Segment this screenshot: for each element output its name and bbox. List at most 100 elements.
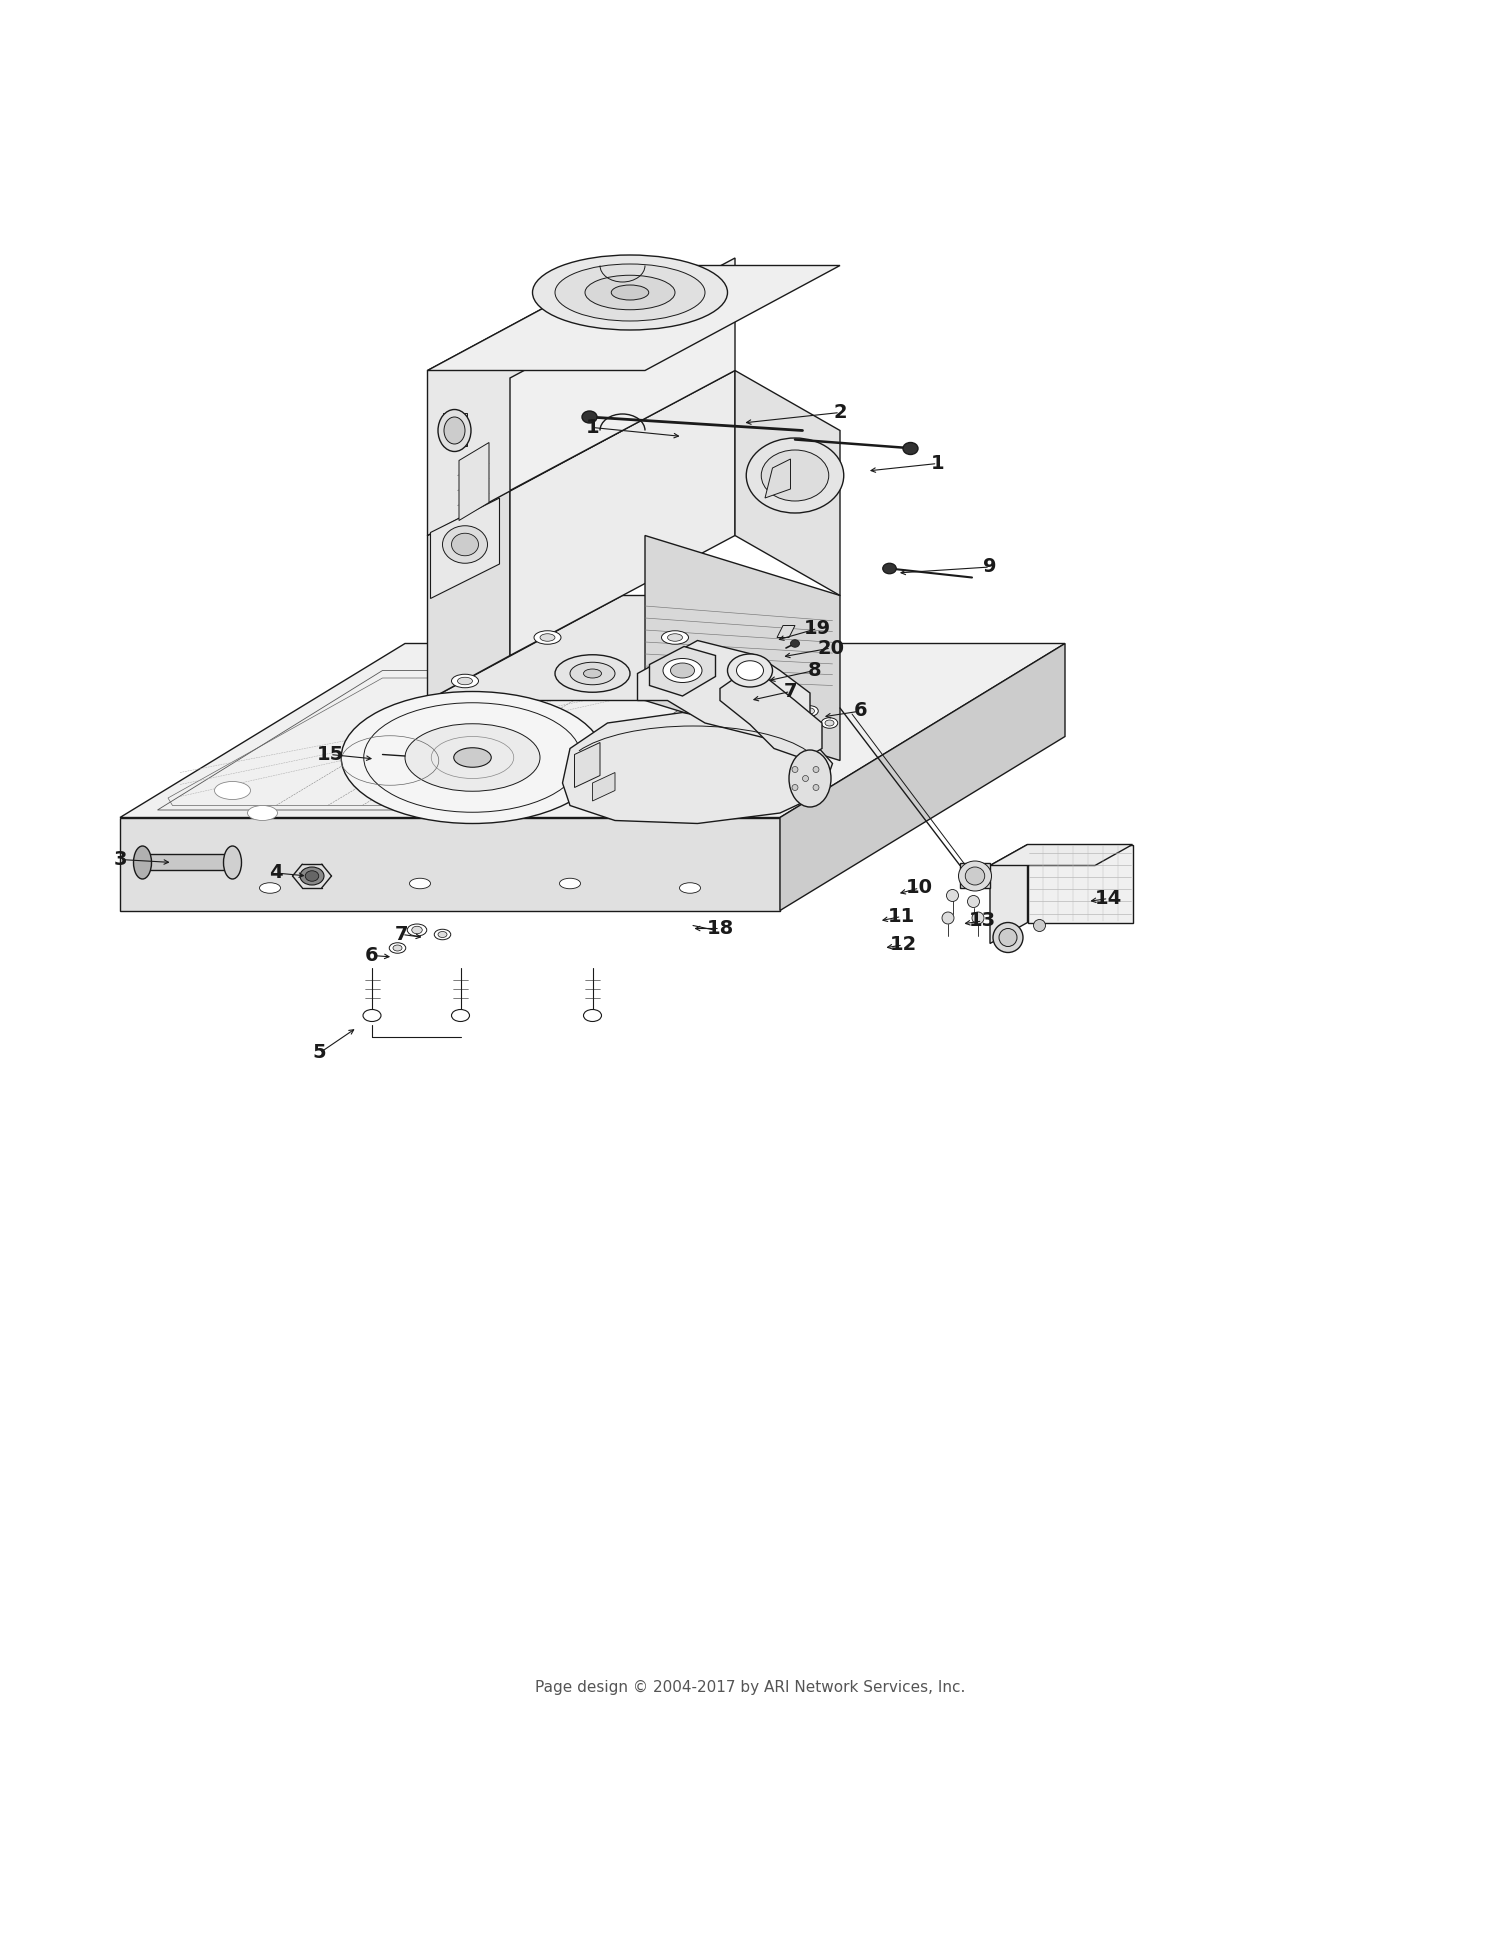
Text: 7: 7 (783, 681, 798, 701)
Text: 1: 1 (930, 454, 945, 474)
Ellipse shape (555, 654, 630, 693)
Text: 20: 20 (818, 639, 844, 658)
Ellipse shape (584, 670, 602, 677)
Ellipse shape (532, 254, 728, 330)
Ellipse shape (825, 720, 834, 726)
Ellipse shape (736, 660, 764, 679)
Text: 8: 8 (807, 662, 822, 679)
Ellipse shape (534, 631, 561, 644)
Polygon shape (650, 646, 716, 697)
Text: Page design © 2004-2017 by ARI Network Services, Inc.: Page design © 2004-2017 by ARI Network S… (536, 1681, 964, 1694)
Ellipse shape (540, 635, 555, 641)
Text: 1: 1 (585, 417, 600, 437)
Text: 7: 7 (396, 926, 408, 943)
Polygon shape (430, 499, 500, 598)
Polygon shape (459, 443, 489, 520)
Ellipse shape (363, 1009, 381, 1021)
Text: 19: 19 (804, 619, 831, 639)
Polygon shape (592, 773, 615, 802)
Ellipse shape (758, 687, 777, 699)
Polygon shape (735, 371, 840, 596)
Polygon shape (990, 844, 1028, 943)
Ellipse shape (442, 526, 488, 563)
Ellipse shape (968, 895, 980, 908)
Ellipse shape (942, 912, 954, 924)
Text: 10: 10 (906, 879, 933, 897)
Text: 15: 15 (316, 745, 344, 765)
Polygon shape (120, 817, 780, 910)
Ellipse shape (792, 767, 798, 773)
Ellipse shape (612, 285, 648, 301)
Polygon shape (1028, 844, 1132, 922)
Text: 18: 18 (706, 918, 734, 938)
Polygon shape (427, 596, 840, 701)
Ellipse shape (214, 782, 250, 800)
Ellipse shape (306, 872, 318, 881)
Ellipse shape (585, 276, 675, 311)
Polygon shape (442, 413, 466, 446)
Ellipse shape (435, 930, 450, 939)
Ellipse shape (882, 563, 897, 575)
Ellipse shape (672, 722, 708, 740)
Polygon shape (960, 862, 990, 887)
Text: 11: 11 (888, 906, 915, 926)
Ellipse shape (762, 689, 774, 697)
Ellipse shape (584, 1009, 602, 1021)
Ellipse shape (300, 868, 324, 885)
Ellipse shape (560, 877, 580, 889)
Ellipse shape (993, 922, 1023, 953)
Ellipse shape (792, 784, 798, 790)
Ellipse shape (747, 439, 843, 512)
Ellipse shape (670, 664, 694, 677)
Ellipse shape (410, 877, 430, 889)
Ellipse shape (248, 806, 278, 821)
Ellipse shape (946, 889, 958, 901)
Ellipse shape (790, 641, 800, 646)
Text: 2: 2 (833, 404, 848, 421)
Ellipse shape (806, 708, 814, 714)
Polygon shape (427, 266, 622, 536)
Ellipse shape (728, 654, 772, 687)
Polygon shape (510, 371, 735, 656)
Ellipse shape (801, 707, 819, 716)
Polygon shape (780, 644, 1065, 910)
Text: 12: 12 (890, 936, 916, 955)
Text: 9: 9 (984, 557, 996, 576)
Ellipse shape (972, 912, 984, 924)
Text: 6: 6 (853, 701, 868, 720)
Polygon shape (765, 458, 790, 499)
Ellipse shape (662, 631, 688, 644)
Polygon shape (120, 644, 1065, 817)
Ellipse shape (224, 846, 242, 879)
Ellipse shape (903, 443, 918, 454)
Ellipse shape (663, 658, 702, 683)
Polygon shape (142, 854, 232, 870)
Polygon shape (990, 844, 1132, 866)
Ellipse shape (760, 450, 828, 501)
Ellipse shape (411, 926, 423, 934)
Ellipse shape (813, 784, 819, 790)
Ellipse shape (408, 924, 428, 936)
Ellipse shape (393, 945, 402, 951)
Ellipse shape (260, 883, 280, 893)
Ellipse shape (582, 411, 597, 423)
Ellipse shape (668, 635, 682, 641)
Ellipse shape (958, 862, 992, 891)
Text: 3: 3 (114, 850, 126, 870)
Polygon shape (720, 670, 822, 759)
Text: 6: 6 (364, 945, 380, 965)
Ellipse shape (813, 767, 819, 773)
Ellipse shape (742, 677, 758, 685)
Ellipse shape (390, 943, 405, 953)
Ellipse shape (438, 932, 447, 938)
Polygon shape (645, 536, 840, 761)
Ellipse shape (134, 846, 152, 879)
Ellipse shape (698, 743, 728, 757)
Ellipse shape (555, 264, 705, 320)
Ellipse shape (340, 691, 603, 823)
Ellipse shape (570, 662, 615, 685)
Ellipse shape (452, 1009, 470, 1021)
Ellipse shape (453, 747, 492, 767)
Polygon shape (427, 266, 840, 371)
Text: 5: 5 (312, 1044, 327, 1062)
